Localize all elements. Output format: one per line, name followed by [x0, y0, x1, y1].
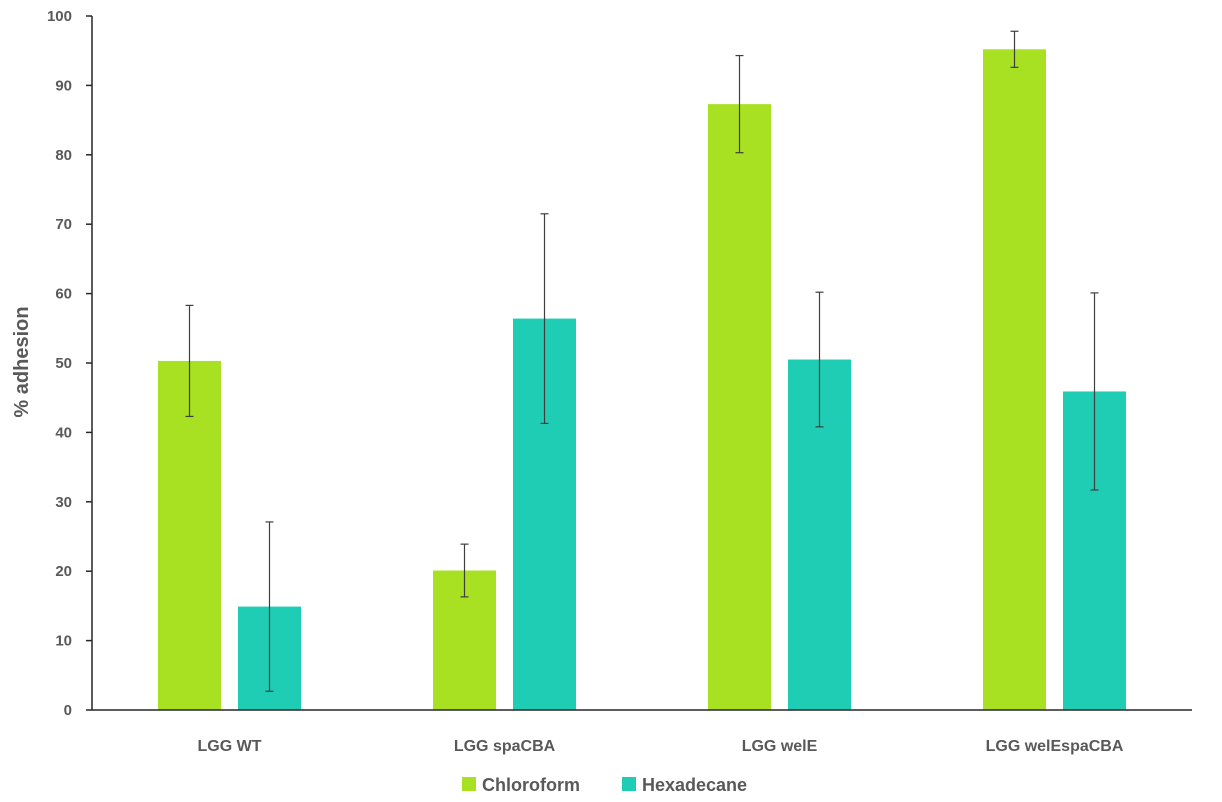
legend-swatch-chloroform	[462, 777, 476, 791]
bar-chloroform-3	[708, 104, 771, 710]
bar-chloroform-1	[158, 360, 221, 710]
y-tick-label: 30	[55, 494, 72, 511]
x-category-label: LGG welEspaCBA	[986, 738, 1124, 755]
x-category-label: LGG spaCBA	[454, 738, 556, 755]
bar-chloroform-4	[983, 49, 1046, 710]
y-tick-label: 80	[55, 147, 72, 164]
y-tick-label: 20	[55, 563, 72, 580]
x-category-label: LGG WT	[198, 738, 262, 755]
y-tick-label: 50	[55, 355, 72, 372]
legend-label: Hexadecane	[642, 775, 747, 795]
legend-swatch-hexadecane	[622, 777, 636, 791]
x-axis-category-labels: LGG WT LGG spaCBA LGG welE LGG welEspaCBA	[198, 738, 1124, 755]
y-axis-label: % adhesion	[11, 306, 33, 417]
legend: Chloroform Hexadecane	[462, 775, 747, 795]
y-tick-label: 10	[55, 633, 72, 650]
y-tick-label: 100	[47, 8, 72, 25]
y-tick-label: 0	[64, 702, 72, 719]
y-tick-label: 40	[55, 424, 72, 441]
x-category-label: LGG welE	[742, 738, 818, 755]
y-tick-label: 70	[55, 216, 72, 233]
error-bars	[185, 30, 1099, 692]
legend-label: Chloroform	[482, 775, 580, 795]
bars	[158, 49, 1126, 710]
y-tick-label: 90	[55, 77, 72, 94]
y-axis-ticks: 0 10 20 30 40 50 60 70 80 90 100	[47, 8, 92, 719]
y-tick-label: 60	[55, 286, 72, 303]
